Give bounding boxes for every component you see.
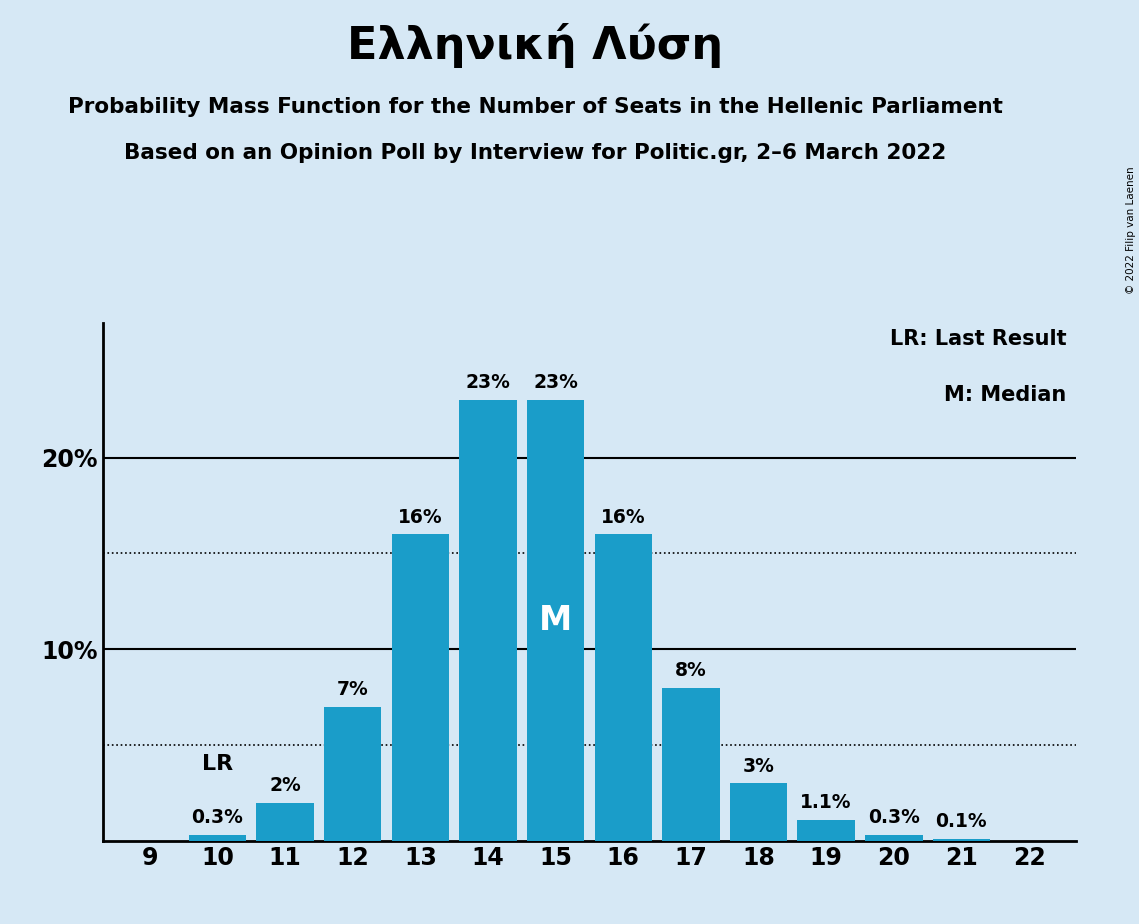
Bar [189,835,246,841]
Text: 23%: 23% [533,373,579,393]
Text: © 2022 Filip van Laenen: © 2022 Filip van Laenen [1126,166,1136,294]
Text: 3%: 3% [743,757,775,775]
Bar [527,400,584,841]
Text: 0.3%: 0.3% [191,808,244,827]
Bar [595,534,652,841]
Text: 0.1%: 0.1% [935,812,988,832]
Bar [256,803,314,841]
Text: 16%: 16% [398,507,443,527]
Bar [933,839,990,841]
Text: LR: LR [202,754,233,773]
Text: 0.3%: 0.3% [868,808,919,827]
Bar [392,534,449,841]
Text: LR: Last Result: LR: Last Result [890,329,1066,348]
Bar [459,400,517,841]
Text: 7%: 7% [337,680,369,699]
Text: M: M [539,604,572,637]
Bar [797,820,855,841]
Bar [730,784,787,841]
Text: Ελληνική Λύση: Ελληνική Λύση [347,23,723,68]
Text: Probability Mass Function for the Number of Seats in the Hellenic Parliament: Probability Mass Function for the Number… [68,97,1002,117]
Bar [323,707,382,841]
Text: 1.1%: 1.1% [801,793,852,812]
Text: 16%: 16% [601,507,646,527]
Text: M: Median: M: Median [944,385,1066,406]
Bar [662,687,720,841]
Text: Based on an Opinion Poll by Interview for Politic.gr, 2–6 March 2022: Based on an Opinion Poll by Interview fo… [124,143,947,164]
Bar [865,835,923,841]
Text: 8%: 8% [675,661,707,680]
Text: 2%: 2% [269,776,301,795]
Text: 23%: 23% [466,373,510,393]
